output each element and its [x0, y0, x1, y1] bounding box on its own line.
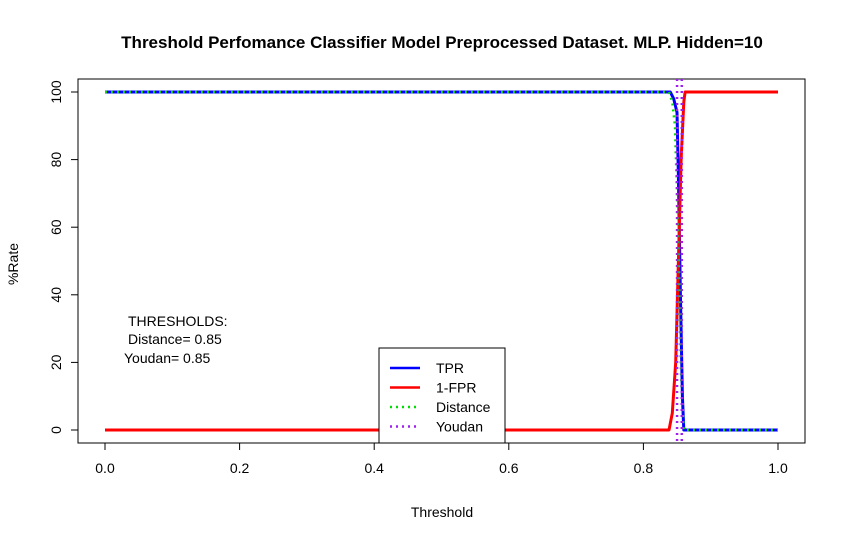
- y-axis-label: %Rate: [5, 243, 21, 285]
- threshold-annotation: THRESHOLDS: Distance= 0.85 Youdan= 0.85: [124, 313, 228, 366]
- x-tick-label: 1.0: [768, 460, 788, 476]
- legend-label-tpr: TPR: [436, 360, 464, 376]
- x-tick-label: 0.4: [364, 460, 384, 476]
- y-axis: 0 20 40 60 80 100: [48, 80, 79, 434]
- x-tick-label: 0.0: [95, 460, 115, 476]
- legend: TPR 1-FPR Distance Youdan: [378, 347, 506, 444]
- x-axis: 0.0 0.2 0.4 0.6 0.8 1.0: [95, 442, 788, 476]
- legend-label-1-fpr: 1-FPR: [436, 380, 476, 396]
- legend-box: [378, 347, 506, 444]
- x-tick-label: 0.2: [230, 460, 250, 476]
- x-tick-label: 0.6: [499, 460, 519, 476]
- x-axis-label: Threshold: [411, 504, 473, 520]
- annotation-line-3: Youdan= 0.85: [124, 350, 211, 366]
- annotation-line-1: THRESHOLDS:: [128, 313, 228, 329]
- legend-label-distance: Distance: [436, 399, 491, 415]
- annotation-line-2: Distance= 0.85: [128, 331, 222, 347]
- y-tick-label: 100: [48, 80, 64, 104]
- y-tick-label: 40: [48, 287, 64, 303]
- series-layer: [105, 79, 778, 443]
- legend-label-youdan: Youdan: [436, 419, 483, 435]
- y-tick-label: 60: [48, 219, 64, 235]
- y-tick-label: 80: [48, 152, 64, 168]
- y-tick-label: 20: [48, 354, 64, 370]
- x-tick-label: 0.8: [634, 460, 654, 476]
- y-tick-label: 0: [48, 426, 64, 434]
- chart-title: Threshold Perfomance Classifier Model Pr…: [121, 33, 763, 52]
- series-line-tpr: [105, 90, 778, 432]
